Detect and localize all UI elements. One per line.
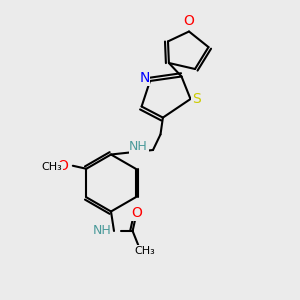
Text: O: O	[184, 14, 194, 28]
Text: NH: NH	[129, 140, 148, 154]
Text: CH₃: CH₃	[41, 162, 62, 172]
Text: O: O	[131, 206, 142, 220]
Text: O: O	[57, 159, 68, 173]
Text: N: N	[140, 71, 150, 85]
Text: CH₃: CH₃	[134, 245, 155, 256]
Text: S: S	[192, 92, 201, 106]
Text: NH: NH	[93, 224, 111, 238]
